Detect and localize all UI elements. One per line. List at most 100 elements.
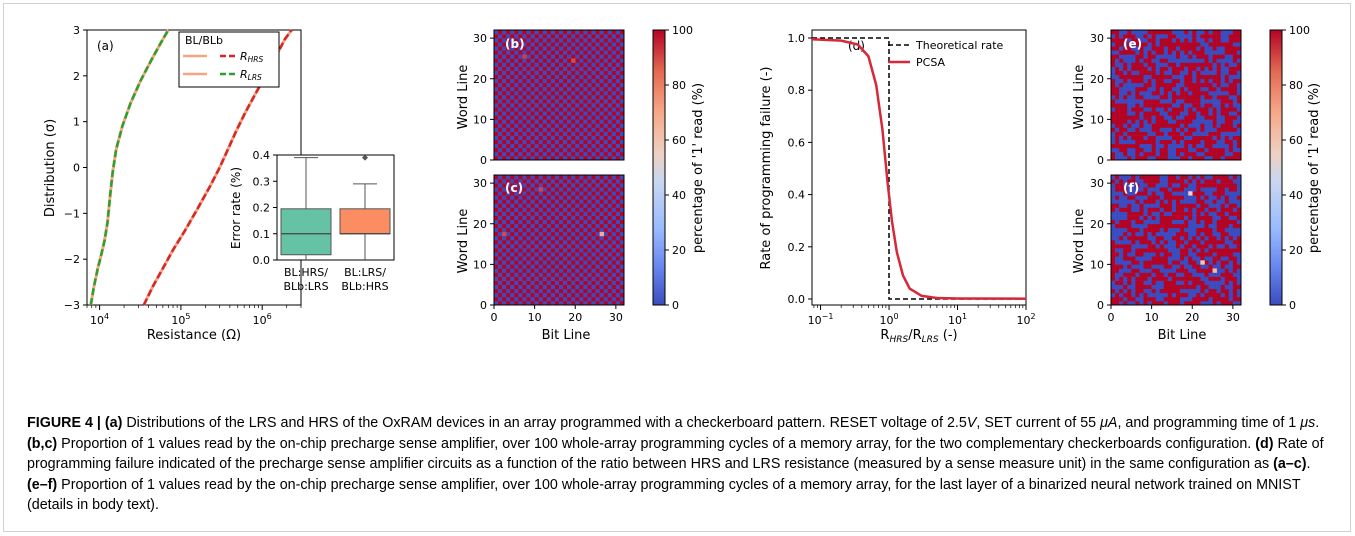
heatmap-cell — [1171, 264, 1177, 269]
heatmap-cell — [1151, 207, 1156, 212]
heatmap-cell — [1176, 74, 1181, 80]
heatmap-cell — [591, 66, 596, 71]
heatmap-cell — [615, 207, 621, 212]
heatmap-cell — [587, 155, 592, 161]
heatmap-cell — [522, 215, 527, 220]
heatmap-cell — [1167, 252, 1173, 257]
heatmap-cell — [542, 195, 548, 200]
heatmap-cell — [530, 99, 535, 104]
heatmap-cell — [534, 252, 539, 257]
heatmap-cell — [514, 151, 519, 157]
heatmap-cell — [1143, 62, 1148, 67]
heatmap-cell — [546, 107, 552, 112]
heatmap-cell — [1200, 215, 1205, 220]
heatmap-cell — [1143, 260, 1148, 265]
heatmap-cell — [1184, 203, 1189, 208]
heatmap-cell — [575, 199, 580, 204]
heatmap-cell — [1216, 147, 1221, 153]
heatmap-cell — [1204, 296, 1209, 302]
heatmap-cell — [1228, 223, 1234, 229]
heatmap-cell — [1163, 78, 1169, 84]
heatmap-cell — [1196, 292, 1201, 298]
heatmap-cell — [494, 260, 499, 265]
heatmap-cell — [1111, 111, 1116, 116]
heatmap-cell — [1232, 203, 1238, 208]
heatmap-cell — [1184, 183, 1189, 188]
heatmap-cell — [1147, 252, 1152, 257]
heatmap-cell — [522, 50, 527, 55]
heatmap-cell — [1180, 74, 1185, 80]
heatmap-cell — [542, 143, 548, 149]
heatmap-cell — [1115, 252, 1120, 257]
heatmap-cell — [1119, 256, 1124, 261]
heatmap-cell — [579, 252, 584, 257]
heatmap-cell — [1115, 82, 1120, 88]
heatmap-cell — [1224, 276, 1230, 281]
heatmap-cell — [1216, 107, 1221, 112]
heatmap-cell — [1220, 54, 1226, 59]
heatmap-cell — [1204, 54, 1209, 59]
heatmap-cell — [1188, 195, 1193, 200]
heatmap-cell — [1224, 62, 1230, 67]
heatmap-cell — [575, 183, 580, 188]
heatmap-cell — [599, 30, 604, 35]
heatmap-cell — [1127, 58, 1132, 63]
heatmap-cell — [1220, 276, 1226, 281]
heatmap-cell — [1208, 240, 1213, 245]
heatmap-cell — [591, 195, 596, 200]
heatmap-cell — [1212, 62, 1217, 67]
heatmap-cell — [514, 58, 519, 63]
heatmap-cell — [542, 215, 548, 220]
heatmap-cell — [1204, 82, 1209, 88]
heatmap-cell — [1204, 131, 1209, 136]
heatmap-cell — [1115, 235, 1120, 241]
heatmap-cell — [1147, 264, 1152, 269]
heatmap-cell — [1180, 139, 1185, 145]
heatmap-cell — [522, 86, 527, 92]
heatmap-cell — [579, 211, 584, 216]
heatmap-cell — [1139, 107, 1144, 112]
heatmap-cell — [1119, 296, 1124, 302]
heatmap-cell — [599, 42, 604, 47]
heatmap-cell — [1119, 99, 1124, 104]
heatmap-cell — [1111, 86, 1116, 92]
heatmap-cell — [1131, 223, 1136, 229]
heatmap-cell — [506, 99, 511, 104]
heatmap-y-tick-label: 0 — [480, 154, 487, 167]
heatmap-cell — [1123, 227, 1128, 233]
panel-a-ylabel: Distribution (σ) — [43, 119, 58, 217]
heatmap-cell — [559, 107, 564, 112]
heatmap-cell — [554, 191, 560, 196]
heatmap-cell — [1176, 151, 1181, 157]
heatmap-cell — [1115, 215, 1120, 220]
heatmap-cell — [502, 147, 507, 153]
heatmap-cell — [1216, 99, 1221, 104]
heatmap-cell — [603, 296, 609, 302]
heatmap-cell — [510, 62, 515, 67]
heatmap-cell — [514, 46, 519, 51]
heatmap-cell — [1167, 276, 1173, 281]
heatmap-cell — [1200, 248, 1205, 253]
heatmap-cell — [538, 119, 544, 124]
heatmap-cell — [615, 62, 621, 67]
heatmap-cell — [1204, 70, 1209, 75]
heatmap-cell — [1171, 82, 1177, 88]
heatmap-cell — [571, 42, 576, 47]
heatmap-cell — [571, 74, 576, 80]
heatmap-cell — [1180, 62, 1185, 67]
heatmap-cell — [514, 252, 519, 257]
heatmap-cell — [1232, 66, 1238, 71]
heatmap-cell — [1216, 296, 1221, 302]
heatmap-cell — [502, 240, 507, 245]
heatmap-cell — [1184, 223, 1189, 229]
heatmap-cell — [538, 215, 544, 220]
heatmap-cell — [1196, 50, 1201, 55]
heatmap-cell — [550, 183, 556, 188]
heatmap-cell — [1167, 183, 1173, 188]
heatmap-cell — [1119, 82, 1124, 88]
heatmap-cell — [1188, 127, 1193, 132]
heatmap-cell — [1139, 244, 1144, 249]
heatmap-cell — [611, 276, 617, 281]
heatmap-cell — [534, 231, 539, 237]
heatmap-cell — [611, 211, 617, 216]
